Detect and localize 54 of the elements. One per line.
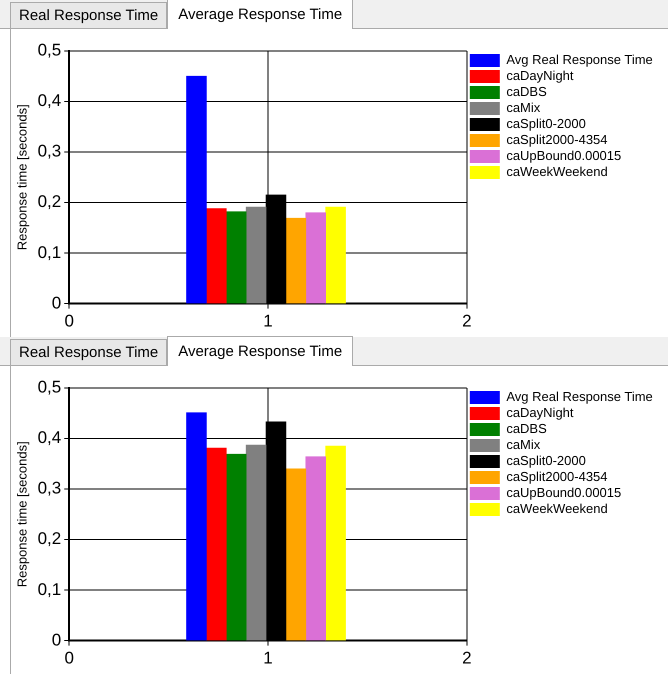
legend-label: caUpBound0.00015 <box>506 485 622 500</box>
y-axis-title: Response time [seconds] <box>14 441 30 588</box>
x-tick-label: 1 <box>263 311 273 330</box>
bar <box>325 206 346 304</box>
legend-label: caSplit0-2000 <box>506 116 586 132</box>
bar <box>286 218 306 304</box>
legend-label: Avg Real Response Time <box>506 52 653 68</box>
chart-title: Average Response Time <box>167 336 354 366</box>
x-tick-label: 2 <box>462 311 472 330</box>
legend-label: caWeekWeekend <box>506 501 608 516</box>
y-tick-label: 0,2 <box>38 192 62 212</box>
y-tick-label: 0,2 <box>38 529 62 548</box>
legend-label: caSplit2000-4354 <box>506 132 608 148</box>
x-tick-label: 1 <box>263 648 273 668</box>
legend-label: Avg Real Response Time <box>506 389 653 404</box>
y-tick-label: 0,1 <box>38 580 62 599</box>
bar <box>206 208 227 304</box>
y-tick-label: 0,5 <box>38 40 62 60</box>
legend-label: caDayNight <box>506 405 574 420</box>
bar <box>186 412 207 640</box>
y-tick-label: 0,3 <box>38 142 62 161</box>
y-tick-label: 0 <box>52 293 62 312</box>
y-tick-label: 0,3 <box>38 478 62 498</box>
legend-label: caDayNight <box>506 68 574 84</box>
text: Real Response Time <box>10 2 168 28</box>
legend-label: caSplit0-2000 <box>506 453 586 468</box>
legend-label: caDBS <box>506 84 548 100</box>
y-tick-label: 0,4 <box>38 428 62 448</box>
x-tick-label: 2 <box>462 648 472 668</box>
text: Real Response Time <box>10 339 168 365</box>
bar <box>246 444 266 640</box>
bar <box>286 468 306 640</box>
bar <box>226 211 246 304</box>
x-tick-label: 0 <box>64 648 74 668</box>
bar <box>226 454 246 640</box>
y-tick-label: 0,4 <box>38 91 62 110</box>
y-axis-title: Response time [seconds] <box>14 104 30 250</box>
y-tick-label: 0,5 <box>38 378 62 397</box>
bar <box>186 76 207 304</box>
bar <box>305 456 326 640</box>
legend-label: caUpBound0.00015 <box>506 148 622 164</box>
legend-label: caWeekWeekend <box>506 164 608 180</box>
bar <box>325 446 346 640</box>
legend-label: caMix <box>506 100 541 116</box>
bar <box>246 206 266 304</box>
bar <box>305 212 326 304</box>
y-tick-label: 0 <box>52 630 62 650</box>
chart-title: Average Response Time <box>167 0 354 29</box>
bar <box>206 448 227 640</box>
y-tick-label: 0,1 <box>38 242 62 262</box>
legend-label: caSplit2000-4354 <box>506 469 608 484</box>
x-tick-label: 0 <box>64 311 74 330</box>
legend-label: caDBS <box>506 421 548 436</box>
legend-label: caMix <box>506 437 541 452</box>
